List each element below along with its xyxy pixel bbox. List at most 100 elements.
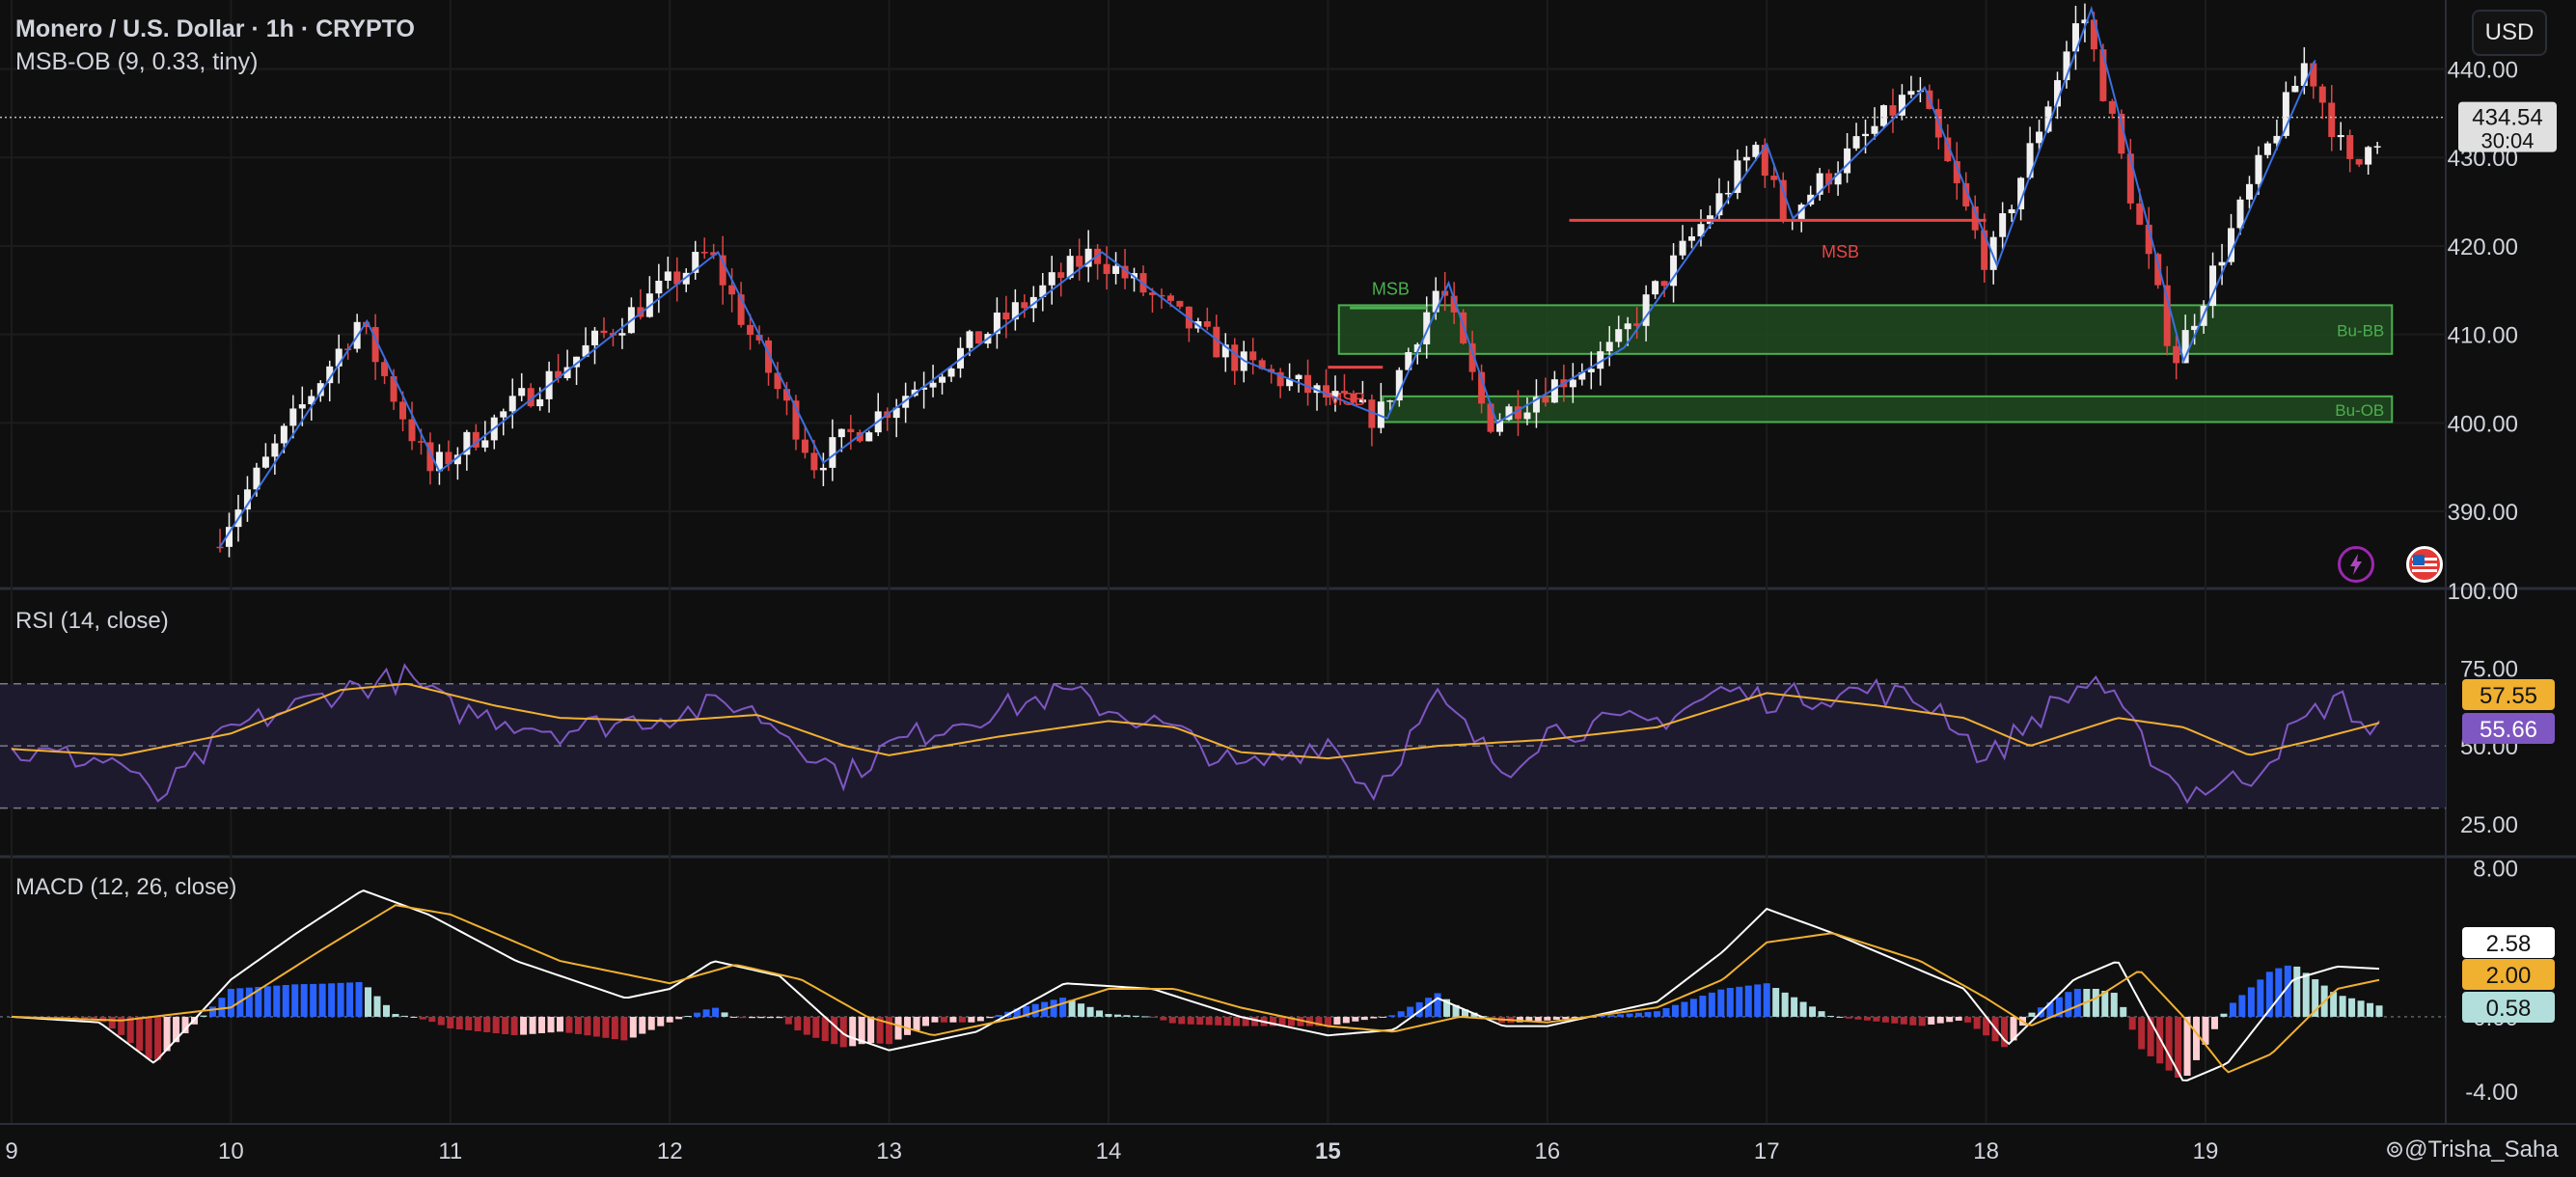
macd-histogram-bar: [1379, 1016, 1386, 1018]
macd-histogram-bar: [2001, 1016, 2009, 1048]
macd-histogram-bar: [968, 1016, 975, 1023]
time-tick-label: 10: [218, 1138, 244, 1164]
candle-body: [1742, 156, 1750, 161]
candle-body: [2191, 325, 2199, 331]
macd-histogram-bar: [757, 1016, 765, 1019]
candle: [2145, 206, 2152, 269]
candle-body: [1323, 385, 1330, 398]
candle: [1331, 375, 1339, 412]
candle: [2373, 142, 2381, 154]
macd-histogram-bar: [1708, 992, 1715, 1017]
last-price-box: [2458, 101, 2557, 152]
candle: [216, 529, 224, 553]
candle-body: [719, 255, 726, 286]
time-tick-label: 9: [5, 1138, 17, 1164]
candle: [2036, 120, 2043, 151]
macd-histogram-bar: [2367, 1002, 2374, 1017]
macd-histogram-bar: [2202, 1016, 2209, 1045]
macd-histogram-bar: [1891, 1016, 1899, 1024]
candle-body: [573, 356, 581, 368]
candle-body: [1057, 272, 1065, 279]
macd-histogram-bar: [365, 987, 372, 1017]
candle-body: [2310, 63, 2317, 87]
macd-histogram-bar: [1288, 1016, 1295, 1026]
candle: [645, 276, 653, 318]
candle-body: [289, 408, 297, 426]
candle: [591, 326, 599, 365]
macd-histogram-bar: [1599, 1015, 1606, 1017]
macd-histogram-bar: [1955, 1016, 1962, 1021]
us-flag-icon[interactable]: [2406, 546, 2443, 583]
macd-histogram-bar: [1160, 1016, 1167, 1021]
candle: [243, 476, 251, 522]
candle-body: [2318, 86, 2326, 103]
macd-histogram-bar: [310, 983, 317, 1017]
candle: [582, 327, 589, 358]
candle: [1505, 403, 1513, 422]
author-name: Trisha_Saha: [2427, 1136, 2559, 1163]
currency-button[interactable]: USD: [2472, 10, 2547, 56]
macd-histogram-bar: [355, 982, 363, 1017]
candle: [829, 419, 836, 481]
candle-body: [390, 375, 397, 402]
candle: [1834, 161, 1842, 196]
candle: [1542, 377, 1549, 407]
tradingview-logo-icon: ⊚: [2385, 1136, 2405, 1163]
candle-body: [1624, 323, 1631, 330]
macd-histogram-bar: [2128, 1016, 2136, 1030]
macd-histogram-bar: [1681, 1001, 1688, 1017]
candle: [435, 444, 443, 485]
macd-histogram-bar: [1909, 1016, 1917, 1026]
price-tick-label: 420.00: [2448, 234, 2518, 260]
candle-body: [1276, 371, 1284, 387]
macd-histogram-bar: [1644, 1011, 1652, 1017]
candle-body: [1862, 133, 1870, 137]
candle-body: [1615, 329, 1623, 342]
macd-histogram-bar: [557, 1016, 563, 1032]
macd-histogram-bar: [976, 1016, 984, 1022]
candle: [1825, 169, 1833, 194]
macd-histogram-bar: [1360, 1016, 1368, 1021]
macd-histogram-bar: [1818, 1011, 1825, 1017]
candle-body: [1660, 281, 1668, 287]
candle-body: [1734, 160, 1741, 193]
macd-histogram-bar: [2193, 1016, 2201, 1060]
candle-body: [782, 389, 790, 401]
macd-histogram-bar: [2312, 979, 2319, 1017]
candle: [226, 512, 233, 558]
candle-body: [692, 252, 699, 273]
macd-histogram-bar: [1187, 1016, 1194, 1025]
macd-histogram-bar: [721, 1012, 728, 1017]
macd-histogram-bar: [647, 1016, 655, 1030]
candle-body: [2373, 146, 2381, 148]
candle-body: [2328, 102, 2336, 138]
lightning-icon[interactable]: [2338, 546, 2374, 583]
macd-histogram-bar: [2175, 1016, 2182, 1079]
macd-histogram-bar: [273, 985, 281, 1017]
rsi-value-label: 55.66: [2480, 717, 2537, 743]
candle: [381, 358, 389, 385]
candle: [490, 414, 498, 450]
macd-histogram-bar: [2238, 995, 2246, 1017]
candle: [2026, 126, 2034, 180]
macd-histogram-bar: [1105, 1014, 1112, 1017]
candle-body: [536, 398, 544, 407]
macd-histogram-bar: [1791, 997, 1798, 1017]
macd-histogram-bar: [81, 1016, 89, 1020]
candle-body: [1021, 302, 1028, 309]
candle-body: [2145, 224, 2152, 255]
candle-body: [2355, 158, 2363, 165]
candle-body: [1797, 205, 1805, 220]
candle-body: [774, 372, 781, 390]
candle-body: [801, 439, 808, 453]
candle-body: [2008, 208, 2015, 214]
macd-histogram-bar: [337, 982, 344, 1017]
candle: [1889, 88, 1897, 133]
candle-body: [1304, 374, 1312, 394]
candle-body: [929, 382, 937, 388]
candle-body: [829, 437, 836, 468]
candle-body: [371, 326, 379, 363]
candle-body: [1569, 379, 1576, 388]
